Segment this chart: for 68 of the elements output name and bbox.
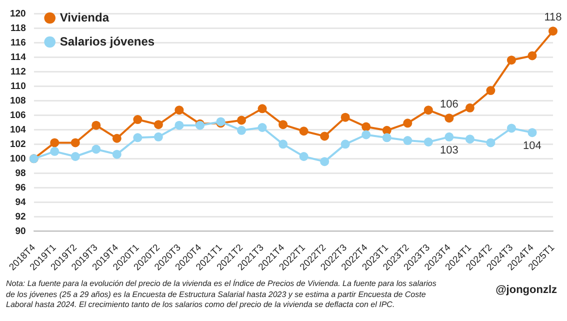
data-label: 106 — [440, 98, 458, 111]
point — [528, 128, 537, 138]
point — [299, 152, 308, 161]
y-tick-label: 90 — [15, 226, 26, 237]
point — [174, 106, 184, 115]
point — [528, 51, 537, 60]
legend-label: Vivienda — [60, 10, 110, 24]
y-tick-label: 94 — [15, 196, 27, 208]
y-tick-label: 92 — [15, 211, 26, 222]
point — [362, 130, 371, 140]
y-tick-label: 120 — [10, 8, 26, 20]
point — [237, 126, 246, 135]
point — [112, 134, 122, 143]
point — [444, 132, 454, 142]
y-tick-label: 104 — [10, 124, 27, 136]
point — [50, 146, 60, 156]
y-tick-label: 112 — [10, 66, 26, 78]
point — [92, 144, 101, 154]
point — [299, 126, 308, 136]
point — [320, 157, 330, 166]
point — [70, 138, 80, 148]
point — [278, 120, 288, 130]
point — [506, 124, 516, 133]
point — [486, 138, 496, 148]
y-tick-label: 118 — [10, 22, 26, 34]
point — [424, 106, 433, 115]
y-tick-label: 98 — [15, 168, 26, 179]
point — [362, 122, 371, 132]
text: @jongonzlz — [496, 284, 557, 296]
point — [258, 104, 267, 114]
point — [133, 133, 142, 142]
point — [506, 56, 516, 65]
y-tick-label: 106 — [10, 110, 26, 121]
legend-label: Salarios jóvenes — [60, 34, 155, 48]
point — [403, 136, 412, 146]
data-label: 118 — [544, 12, 562, 24]
point — [237, 116, 246, 125]
data-label: 104 — [523, 140, 542, 152]
point — [112, 150, 122, 159]
point — [465, 103, 474, 112]
point — [278, 140, 288, 149]
point — [403, 118, 412, 128]
y-tick-label: 116 — [10, 37, 26, 48]
y-tick-label: 108 — [10, 95, 26, 106]
data-label: 103 — [440, 144, 458, 156]
y-tick-label: 110 — [10, 80, 26, 92]
point — [548, 26, 558, 36]
point — [70, 152, 80, 161]
y-tick-label: 96 — [15, 182, 26, 194]
point — [133, 115, 142, 124]
y-tick-label: 102 — [10, 138, 26, 150]
point — [340, 112, 350, 122]
text: Nota: La fuente para la evolución del precio de la vivienda es el Índice de Precios de Vivienda. La fuente para los salarios de los jóvenes (25 a 29 años) es la Encuesta de Estructura Salarial hasta 2023 y se estima a partir Encuesta de Coste Laboral hasta 2024. El crecimiento tanto de los salarios como del precio de la vivienda se deflacta con el IPC. — [6, 279, 438, 310]
point — [92, 120, 101, 130]
y-tick-label: 100 — [10, 153, 26, 164]
point — [444, 114, 454, 123]
point — [320, 132, 330, 141]
point — [50, 138, 60, 148]
point — [340, 140, 350, 149]
point — [382, 133, 392, 142]
point — [154, 132, 163, 142]
point — [465, 134, 474, 144]
point — [258, 123, 267, 132]
y-tick-label: 114 — [10, 52, 27, 63]
point — [174, 120, 184, 130]
point — [486, 86, 496, 96]
point — [154, 120, 163, 130]
point — [424, 138, 433, 146]
